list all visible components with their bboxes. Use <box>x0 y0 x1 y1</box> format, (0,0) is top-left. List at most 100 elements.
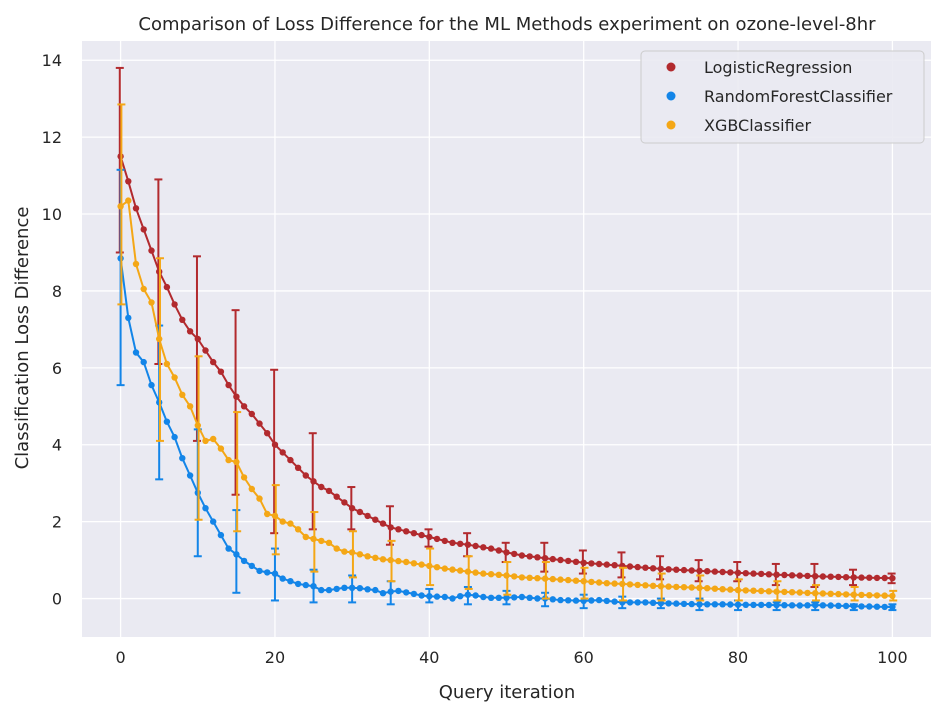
data-point <box>773 571 780 578</box>
data-point <box>719 568 726 576</box>
data-point <box>279 575 286 582</box>
data-point <box>333 493 340 500</box>
data-point <box>881 574 888 582</box>
data-point <box>233 458 240 466</box>
data-point <box>889 592 896 600</box>
data-point <box>549 555 556 563</box>
data-point <box>403 558 410 566</box>
data-point <box>518 593 526 601</box>
data-point <box>202 505 209 512</box>
data-point <box>318 483 325 491</box>
data-point <box>171 301 178 308</box>
data-point <box>433 535 441 543</box>
data-point <box>526 594 533 601</box>
data-point <box>310 535 317 543</box>
data-point <box>796 602 803 609</box>
x-tick-label: 100 <box>877 648 908 667</box>
data-point <box>595 596 603 604</box>
data-point <box>410 560 418 567</box>
data-point <box>511 573 518 580</box>
y-tick-label: 6 <box>52 359 62 378</box>
data-point <box>842 591 850 598</box>
data-point <box>595 560 603 568</box>
data-point <box>572 597 580 604</box>
data-point <box>704 585 711 592</box>
data-point <box>179 391 186 398</box>
data-point <box>819 573 827 580</box>
data-point <box>742 587 749 594</box>
data-point <box>881 592 888 599</box>
data-point <box>788 589 796 596</box>
data-point <box>480 593 487 601</box>
data-point <box>696 584 703 591</box>
data-point <box>426 593 433 600</box>
data-point <box>804 572 811 580</box>
data-point <box>240 474 248 481</box>
data-point <box>441 537 448 545</box>
data-point <box>132 205 140 212</box>
data-point <box>665 566 672 573</box>
data-point <box>534 575 541 582</box>
data-point <box>565 557 572 565</box>
data-point <box>194 335 201 343</box>
data-point <box>364 553 371 560</box>
data-point <box>889 603 896 611</box>
data-point <box>310 583 317 590</box>
data-point <box>240 557 248 565</box>
data-point <box>403 589 410 596</box>
data-point <box>302 533 309 541</box>
data-point <box>356 585 364 592</box>
data-point <box>410 590 418 598</box>
data-point <box>403 528 410 535</box>
data-point <box>364 512 371 520</box>
data-point <box>827 602 834 609</box>
data-point <box>457 567 464 574</box>
data-point <box>387 588 394 595</box>
data-point <box>866 603 873 610</box>
data-point <box>495 594 502 601</box>
data-point <box>271 570 279 577</box>
data-point <box>649 582 657 589</box>
data-point <box>773 601 780 609</box>
data-point <box>657 565 665 573</box>
data-point <box>256 567 263 575</box>
data-point <box>781 602 788 609</box>
y-tick-label: 12 <box>42 128 62 147</box>
data-point <box>588 560 595 567</box>
data-point <box>796 589 803 596</box>
data-point <box>395 557 402 565</box>
data-point <box>603 580 610 587</box>
data-point <box>704 568 711 575</box>
data-point <box>202 347 209 354</box>
data-point <box>264 510 271 518</box>
data-point <box>541 555 549 562</box>
data-point <box>680 600 688 608</box>
data-point <box>449 566 456 573</box>
data-point <box>541 575 549 582</box>
data-point <box>379 520 387 527</box>
data-point <box>603 597 610 605</box>
y-tick-label: 0 <box>52 590 62 609</box>
data-point <box>186 403 194 410</box>
data-point <box>858 574 865 581</box>
data-point <box>256 420 263 427</box>
data-point <box>673 566 680 573</box>
data-point <box>194 422 201 429</box>
data-point <box>603 561 610 568</box>
data-point <box>132 260 140 268</box>
data-point <box>657 600 665 607</box>
data-point <box>472 592 479 599</box>
data-point <box>734 586 742 594</box>
data-point <box>163 418 171 425</box>
data-point <box>858 591 865 599</box>
data-point <box>487 571 495 578</box>
data-point <box>225 381 232 389</box>
data-point <box>148 247 155 254</box>
data-point <box>619 580 626 588</box>
data-point <box>341 499 348 506</box>
tick-labels: 0 20 40 60 80 100 0 2 4 6 8 10 12 14 <box>42 51 908 667</box>
data-point <box>279 518 286 525</box>
data-point <box>850 591 857 598</box>
data-point <box>819 602 827 609</box>
data-point <box>426 533 433 541</box>
